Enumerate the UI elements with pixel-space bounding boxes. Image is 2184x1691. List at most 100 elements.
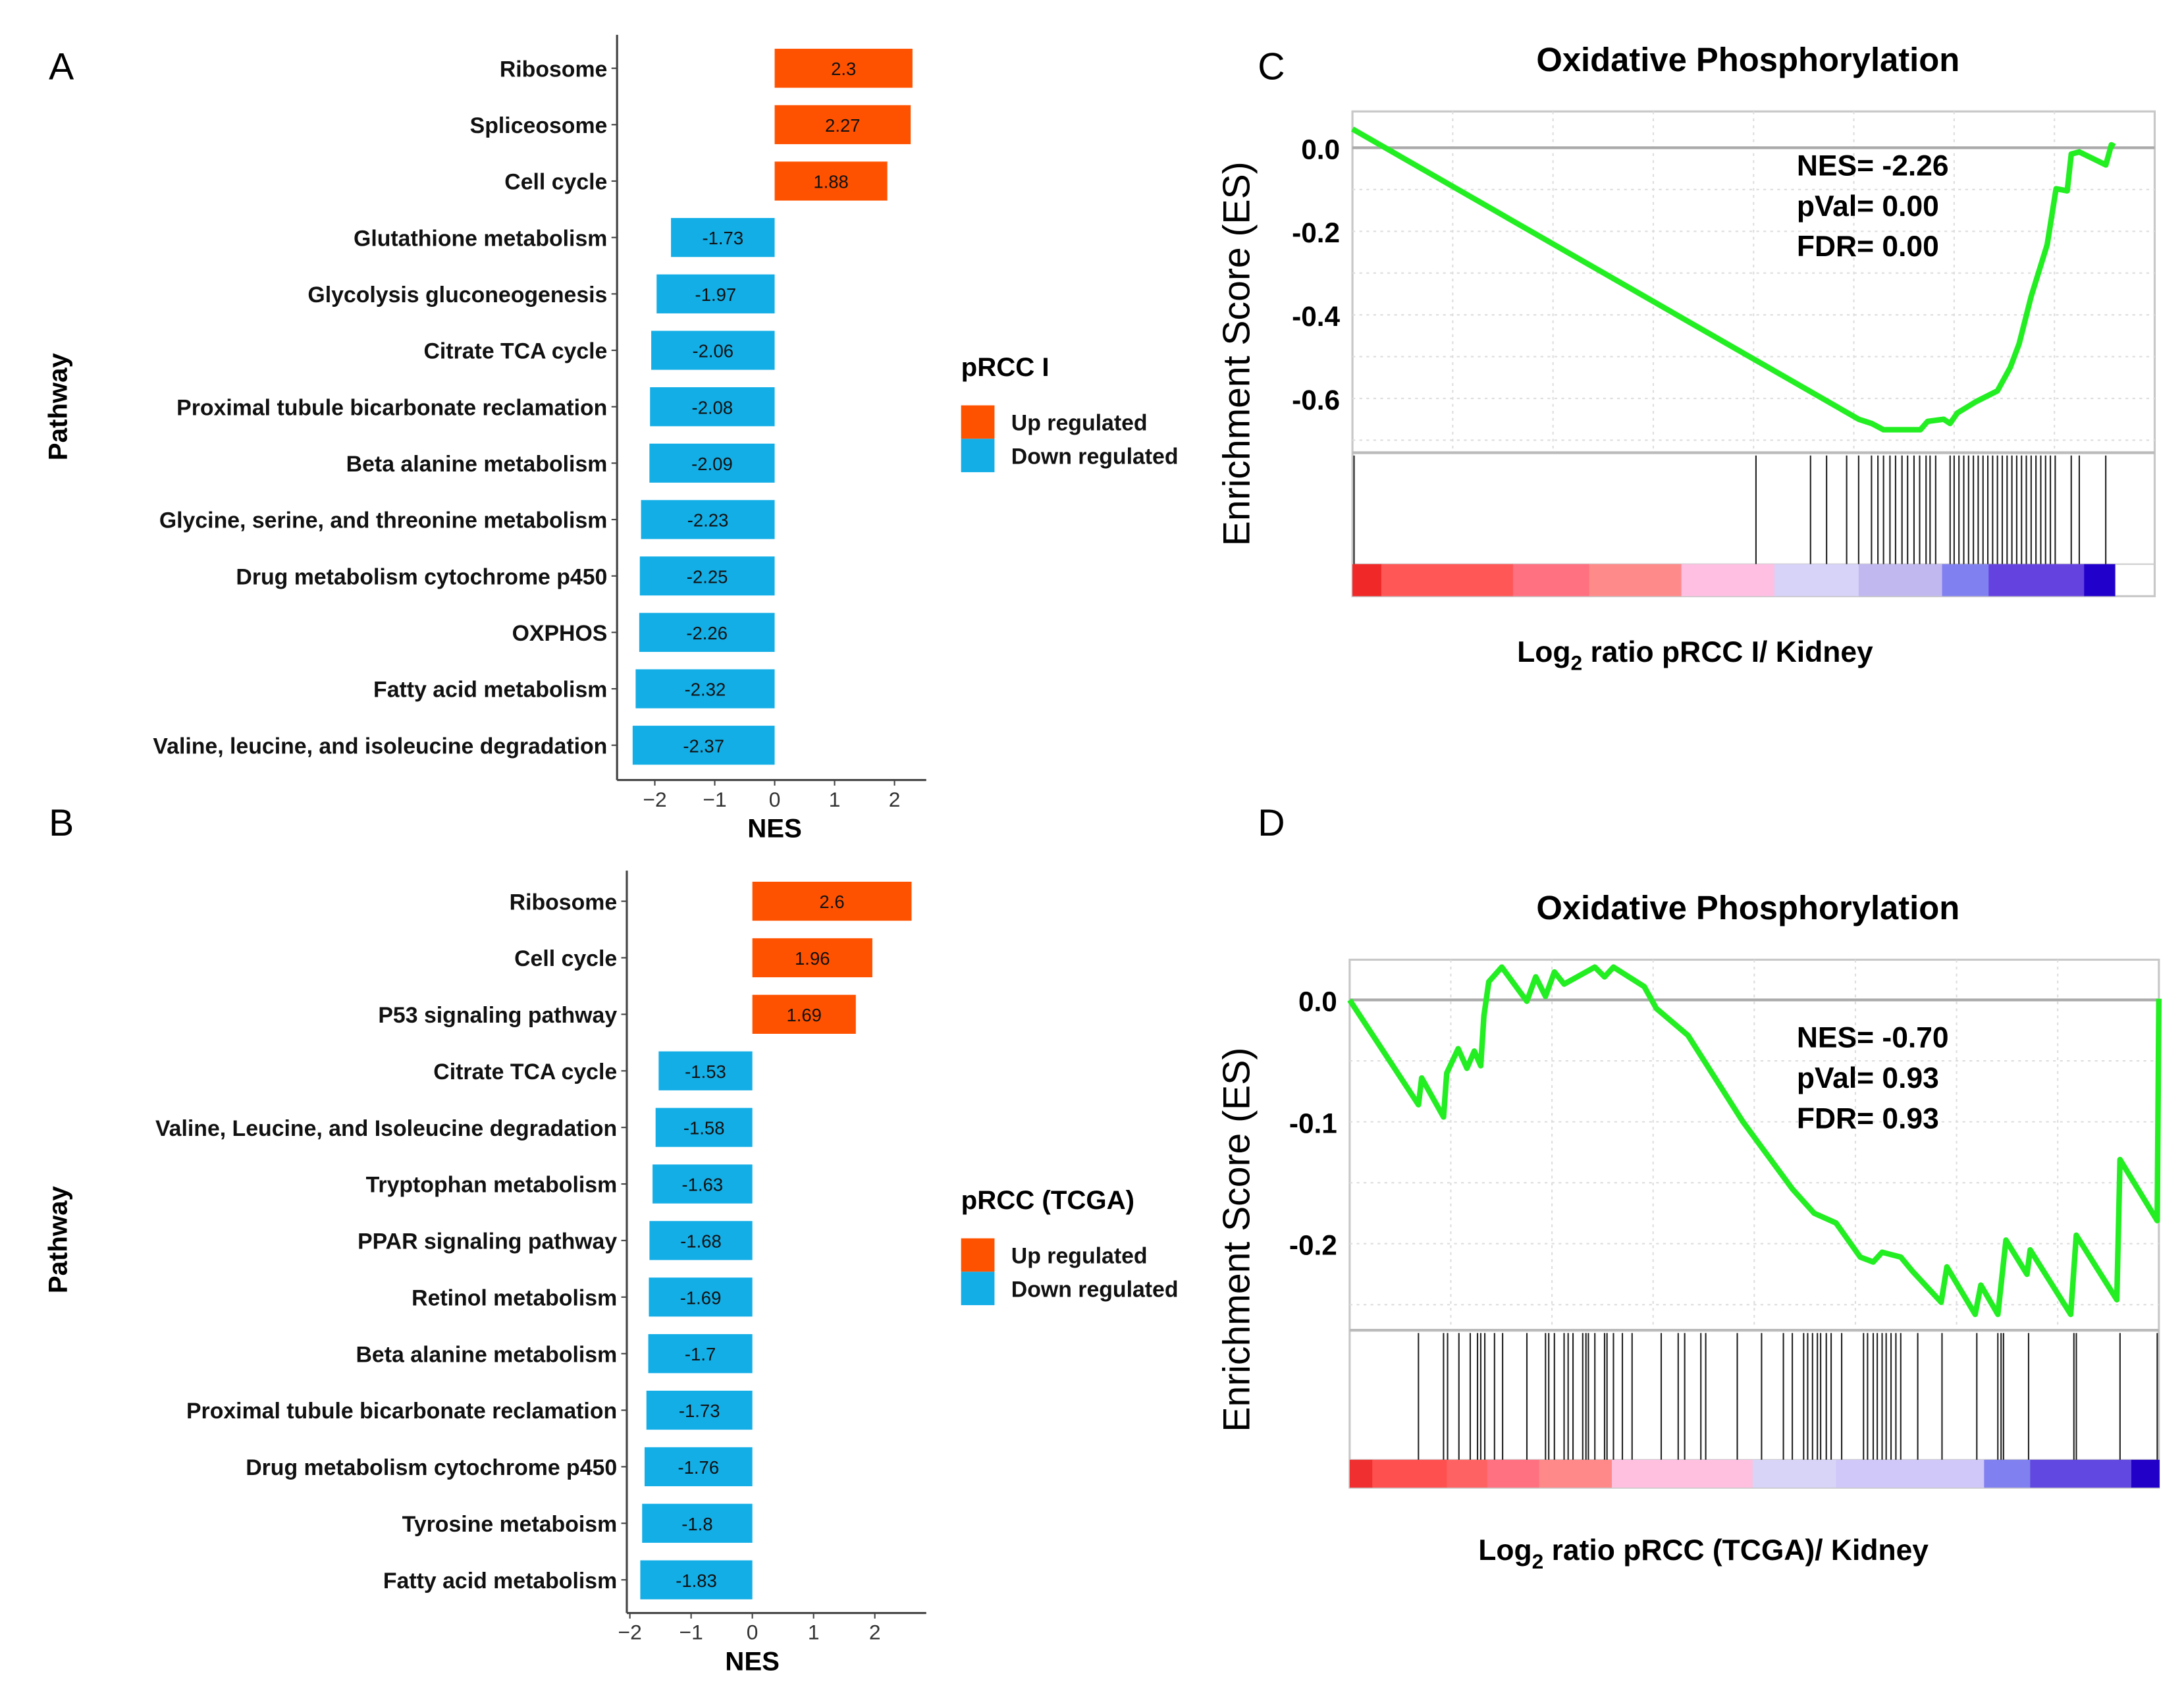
bar-value-label: 2.3 [831, 59, 856, 79]
bar [752, 881, 912, 921]
x-axis-title-prefix: Log [1478, 1534, 1531, 1567]
category-label: Cell cycle [514, 946, 617, 971]
rank-colorbar-segment [1447, 1459, 1488, 1488]
legend-label: Up regulated [1011, 411, 1148, 436]
bar-value-label: 1.69 [786, 1005, 822, 1025]
rank-colorbar-segment [1512, 564, 1590, 597]
rank-colorbar-segment [1349, 1459, 1373, 1488]
category-label: Beta alanine metabolism [346, 452, 608, 477]
plot-title: Oxidative Phosphorylation [1536, 41, 1959, 78]
bar [649, 1221, 753, 1260]
y-tick-label: -0.4 [1292, 301, 1340, 332]
y-axis-title: Enrichment Score (ES) [1216, 1048, 1258, 1432]
bar-value-label: 2.6 [819, 892, 844, 912]
bar-value-label: -2.32 [685, 680, 726, 700]
x-axis-title: Log2 ratio pRCC I/ Kidney [1517, 636, 1873, 675]
bar-value-label: -2.26 [686, 623, 728, 643]
x-tick-label: 0 [747, 1621, 759, 1644]
stat-fdr: FDR= 0.93 [1797, 1102, 1939, 1135]
category-label: Spliceosome [470, 113, 608, 138]
legend-label: Down regulated [1011, 1277, 1179, 1302]
enrichment-score-curve [1347, 964, 2162, 1318]
category-label: Valine, leucine, and isoleucine degradat… [153, 734, 607, 759]
x-axis-title-subscript: 2 [1570, 651, 1582, 674]
x-axis-title-prefix: Log [1517, 636, 1570, 668]
bar [639, 556, 775, 596]
bar [639, 612, 775, 652]
y-tick-label: -0.1 [1289, 1108, 1337, 1139]
legend-label: Up regulated [1011, 1244, 1148, 1269]
rank-colorbar-segment [1942, 564, 1990, 597]
category-label: Citrate TCA cycle [433, 1060, 617, 1085]
x-tick-label: 2 [889, 788, 901, 811]
bar-value-label: 2.27 [825, 115, 861, 136]
category-label: PPAR signaling pathway [358, 1229, 617, 1254]
rank-colorbar-segment [1539, 1459, 1613, 1488]
bar-value-label: -1.8 [681, 1514, 712, 1534]
bar [648, 1334, 753, 1374]
bar-value-label: -1.76 [678, 1457, 719, 1478]
rank-colorbar-segment [1487, 1459, 1540, 1488]
category-label: Drug metabolism cytochrome p450 [236, 564, 607, 589]
x-tick-label: −2 [618, 1621, 642, 1644]
stat-fdr: FDR= 0.00 [1797, 230, 1939, 263]
panel-label-d: D [1258, 802, 1285, 844]
x-tick-label: 2 [869, 1621, 881, 1644]
category-label: Valine, Leucine, and Isoleucine degradat… [155, 1116, 617, 1141]
stat-nes: NES= -0.70 [1797, 1022, 1949, 1054]
x-tick-label: 0 [769, 788, 781, 811]
bar-value-label: -1.83 [676, 1570, 717, 1591]
legend: pRCC (TCGA) Up regulated Down regulated [961, 1185, 1179, 1306]
legend-label: Down regulated [1011, 444, 1179, 469]
x-axis-title: Log2 ratio pRCC (TCGA)/ Kidney [1478, 1534, 1929, 1573]
x-tick-label: 1 [808, 1621, 820, 1644]
bar [650, 387, 775, 427]
bar-value-label: -1.7 [685, 1344, 716, 1364]
bar [644, 1447, 753, 1487]
bar [774, 49, 913, 88]
bar [642, 1503, 753, 1543]
category-label: Fatty acid metabolism [383, 1569, 617, 1594]
bar [655, 1108, 753, 1147]
y-axis-title: Pathway [43, 353, 73, 461]
stat-nes: NES= -2.26 [1797, 150, 1949, 182]
bar-value-label: 1.96 [795, 948, 830, 969]
rank-colorbar-segment [1984, 1459, 2031, 1488]
bar [752, 938, 872, 978]
panel-label-b: B [49, 802, 74, 844]
bar-value-label: -1.53 [685, 1061, 726, 1082]
rank-colorbar-segment [1681, 564, 1776, 597]
category-label: Ribosome [500, 57, 608, 82]
category-label: Glycolysis gluconeogenesis [307, 282, 607, 308]
bar-value-label: -2.06 [692, 341, 733, 362]
y-tick-label: -0.2 [1292, 217, 1340, 248]
bar [635, 669, 775, 709]
rank-colorbar-segment [1589, 564, 1682, 597]
bar-value-label: -1.73 [679, 1401, 720, 1421]
bar-value-label: -1.69 [680, 1287, 722, 1308]
x-tick-label: −2 [643, 788, 666, 811]
x-tick-label: 1 [829, 788, 841, 811]
gsea-plot-prcc-i: Oxidative Phosphorylation 0.0 -0.2 -0.4 -0.6… [1216, 41, 2156, 675]
rank-colorbar-segment [1858, 564, 1943, 597]
bar [658, 1051, 753, 1090]
bar-value-label: -1.58 [683, 1118, 725, 1139]
bar [649, 1277, 753, 1317]
legend-swatch [961, 1272, 995, 1306]
bar [649, 443, 775, 483]
bar-value-label: -2.23 [687, 510, 729, 531]
x-axis-title-suffix: ratio pRCC I/ Kidney [1582, 636, 1873, 668]
rank-colorbar-segment [1612, 1459, 1753, 1488]
bar [651, 331, 775, 370]
category-label: Retinol metabolism [412, 1285, 617, 1310]
y-tick-label: 0.0 [1301, 134, 1340, 165]
bar-value-label: -1.73 [702, 228, 743, 248]
bar-value-label: 1.88 [813, 172, 849, 192]
category-label: Glutathione metabolism [354, 226, 607, 251]
y-tick-label: -0.2 [1289, 1230, 1337, 1261]
panel-label-a: A [49, 46, 74, 88]
bar-chart-prcc-tcga: 2.6 Ribosome 1.96 Cell cycle 1.69 P53 signali… [43, 871, 1179, 1676]
x-axis-title-suffix: ratio pRCC (TCGA)/ Kidney [1543, 1534, 1929, 1567]
category-label: OXPHOS [512, 621, 608, 646]
